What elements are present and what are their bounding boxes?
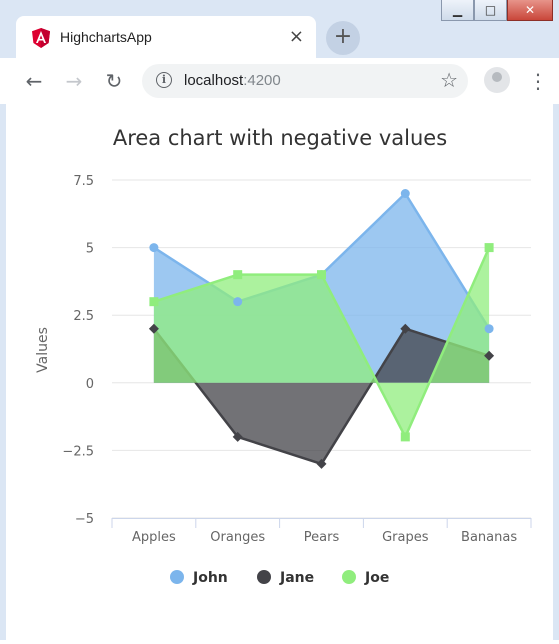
url-text[interactable]: localhost:4200 [184,72,281,89]
y-tick-label: −2.5 [62,444,94,459]
data-point-jane[interactable] [484,350,495,361]
x-tick-label: Grapes [382,530,429,545]
url-port: :4200 [243,72,281,89]
legend-label: Joe [364,570,389,586]
data-point-joe[interactable] [400,432,410,442]
info-icon[interactable]: i [156,72,172,88]
data-point-john[interactable] [149,243,159,253]
data-point-joe[interactable] [484,243,494,253]
x-tick-label: Pears [304,530,340,545]
series-area-joe [153,247,490,437]
series-area-jane [153,328,490,464]
angular-logo-icon [32,28,50,48]
y-axis-title: Values [35,327,51,373]
legend-item-jane[interactable]: Jane [257,570,314,586]
legend: John Jane Joe [170,570,389,586]
data-point-jane[interactable] [232,431,243,442]
new-tab-button[interactable]: + [326,21,360,55]
x-tick-label: Oranges [210,530,265,545]
legend-symbol [342,570,356,584]
window-titlebar: ▁ □ ✕ HighchartsApp × + [0,0,559,58]
window-frame-right [553,104,559,640]
data-point-jane[interactable] [148,323,159,334]
y-tick-label: −5 [75,512,94,527]
chart-container: Area chart with negative values Apples Or… [6,104,553,640]
window-close-button[interactable]: ✕ [507,0,553,21]
browser-tab[interactable]: HighchartsApp × [16,16,316,58]
series-markers [148,189,495,469]
x-tick-label: Apples [132,530,176,545]
data-point-jane[interactable] [316,458,327,469]
legend-symbol [257,570,271,584]
browser-toolbar: ← → ↻ i localhost:4200 ☆ ⋮ [0,58,559,105]
window-controls: ▁ □ ✕ [441,0,553,24]
y-axis-ticks: 7.5 5 2.5 0 −2.5 −5 [62,174,94,527]
arrow-right-icon[interactable]: → [65,69,83,93]
minimize-button[interactable]: ▁ [441,0,474,21]
y-tick-label: 7.5 [73,174,94,189]
arrow-left-icon[interactable]: ← [25,69,43,93]
legend-symbol [170,570,184,584]
area-chart: Area chart with negative values Apples Or… [35,126,532,586]
data-point-john[interactable] [400,189,410,199]
series-areas [152,192,491,466]
y-tick-label: 2.5 [73,309,94,324]
tab-close-icon[interactable]: × [288,26,304,47]
data-point-jane[interactable] [400,323,411,334]
data-point-joe[interactable] [233,270,243,280]
star-icon[interactable]: ☆ [440,68,458,92]
window-frame-left [0,104,6,640]
tab-title: HighchartsApp [60,29,152,45]
x-axis: Apples Oranges Pears Grapes Bananas [111,518,532,545]
address-bar[interactable]: i localhost:4200 ☆ [142,64,468,98]
x-tick-label: Bananas [461,530,517,545]
url-host: localhost [184,72,244,89]
legend-label: John [192,570,228,586]
data-point-joe[interactable] [149,297,159,307]
chart-title: Area chart with negative values [113,126,447,150]
profile-icon[interactable] [484,67,510,93]
data-point-joe[interactable] [317,270,326,280]
legend-item-john[interactable]: John [170,570,228,586]
legend-item-joe[interactable]: Joe [342,570,389,586]
y-tick-label: 5 [86,242,94,257]
maximize-button[interactable]: □ [474,0,507,21]
data-point-john[interactable] [484,324,494,334]
legend-label: Jane [279,570,314,586]
data-point-john[interactable] [233,297,243,307]
y-tick-label: 0 [86,377,94,392]
reload-icon[interactable]: ↻ [105,69,123,93]
kebab-menu-icon[interactable]: ⋮ [528,69,548,93]
